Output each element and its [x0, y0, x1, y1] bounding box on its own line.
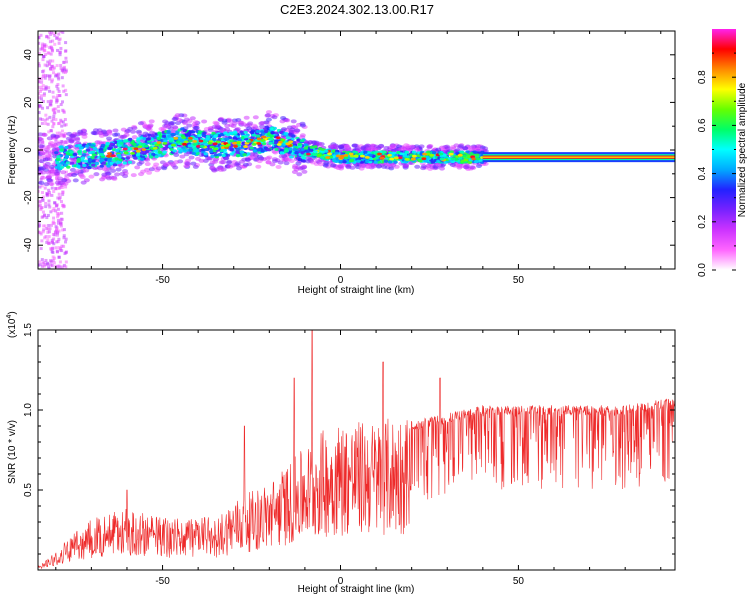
snr-panel: -50 0 50 0.5 1.0 1.5 Height of straight line…: [6, 311, 676, 595]
snr-multiplier-base: (x10: [7, 318, 18, 338]
colorbar-tick-label: 0.4: [697, 166, 708, 180]
snr-frame: [37, 329, 676, 571]
x-tick-label: 50: [513, 576, 525, 587]
x-tick-label: -50: [155, 275, 170, 286]
snr-series-line: [38, 330, 675, 570]
x-tick-label: 50: [513, 275, 525, 286]
y-tick-label: 0: [23, 147, 34, 153]
spectrogram-panel: -50 0 50 -40 -20 0 20 40 Height of straight li…: [7, 30, 676, 296]
spectrogram-cloud: [38, 31, 675, 269]
snr-x-ticks: -50 0 50: [55, 330, 662, 587]
x-tick-label: -50: [155, 576, 170, 587]
colorbar-tick-label: 0.2: [697, 214, 708, 228]
y-tick-label: -20: [23, 190, 34, 205]
colorbar-tick-label: 0.0: [697, 263, 708, 277]
snr-multiplier: (x104): [6, 311, 18, 338]
y-tick-label: 40: [23, 49, 34, 61]
colorbar-tick-label: 0.6: [697, 118, 708, 132]
y-tick-label: 1.5: [23, 323, 34, 337]
colorbar-gradient: [712, 29, 736, 270]
spectrogram-y-ticks: -40 -20 0 20 40: [23, 30, 675, 270]
snr-y-label: SNR (10 * v/v): [7, 420, 18, 484]
snr-y-ticks: 0.5 1.0 1.5: [23, 323, 675, 555]
spectrogram-y-label: Frequency (Hz): [7, 116, 18, 185]
figure-title: C2E3.2024.302.13.00.R17: [280, 2, 434, 17]
spectrogram-x-ticks: -50 0 50: [55, 31, 662, 286]
snr-multiplier-exp: 4: [6, 315, 13, 319]
snr-x-label: Height of straight line (km): [298, 584, 415, 595]
x-tick-label: 0: [338, 275, 344, 286]
colorbar: 0.0 0.2 0.4 0.6 0.8 Normalized spectral ampl…: [697, 29, 748, 277]
spectrogram-x-label: Height of straight line (km): [298, 285, 415, 296]
y-tick-label: 1.0: [23, 403, 34, 417]
colorbar-tick-label: 0.8: [697, 70, 708, 84]
colorbar-ticks: 0.0 0.2 0.4 0.6 0.8: [697, 52, 736, 277]
y-tick-label: 20: [23, 96, 34, 108]
colorbar-label: Normalized spectral amplitude: [737, 82, 748, 217]
x-tick-label: 0: [338, 576, 344, 587]
y-tick-label: 0.5: [23, 483, 34, 497]
y-tick-label: -40: [23, 238, 34, 253]
svg-text:(x104): (x104): [6, 311, 18, 338]
